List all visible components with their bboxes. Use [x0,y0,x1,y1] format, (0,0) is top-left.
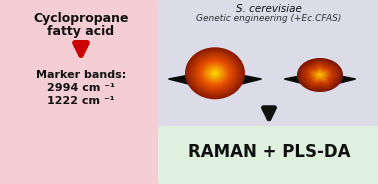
Polygon shape [297,58,343,92]
Polygon shape [299,59,341,90]
Polygon shape [310,67,330,82]
Polygon shape [284,72,356,88]
Text: Cyclopropane: Cyclopropane [33,12,129,25]
Ellipse shape [197,58,233,89]
Ellipse shape [212,71,218,76]
Ellipse shape [204,64,226,83]
Polygon shape [316,72,324,78]
Text: S. cerevisiae: S. cerevisiae [236,4,302,14]
Polygon shape [315,71,325,78]
Ellipse shape [209,68,221,79]
Ellipse shape [210,69,220,78]
Ellipse shape [214,72,216,74]
Ellipse shape [213,72,217,75]
Polygon shape [318,73,322,76]
Ellipse shape [193,54,237,92]
Ellipse shape [203,63,227,84]
Text: 1222 cm ⁻¹: 1222 cm ⁻¹ [47,96,115,106]
Text: 2994 cm ⁻¹: 2994 cm ⁻¹ [47,83,115,93]
Polygon shape [302,61,339,88]
Polygon shape [300,60,340,90]
Polygon shape [311,67,329,82]
Polygon shape [304,62,337,87]
Polygon shape [313,69,327,80]
Polygon shape [309,66,331,83]
Text: fatty acid: fatty acid [47,25,115,38]
Polygon shape [303,61,338,88]
Text: RAMAN + PLS-DA: RAMAN + PLS-DA [188,143,350,161]
Polygon shape [313,70,327,80]
Polygon shape [319,74,321,76]
Ellipse shape [191,52,239,94]
Polygon shape [317,73,323,77]
Ellipse shape [190,52,240,95]
Polygon shape [298,59,342,91]
Polygon shape [306,64,334,85]
Ellipse shape [192,53,238,93]
Ellipse shape [195,56,235,91]
Polygon shape [305,63,335,86]
Ellipse shape [199,59,231,87]
Polygon shape [305,63,336,86]
Polygon shape [314,70,325,79]
Ellipse shape [205,65,225,82]
Polygon shape [308,65,332,84]
Ellipse shape [188,50,242,97]
Ellipse shape [198,59,232,88]
Ellipse shape [186,48,244,98]
Polygon shape [301,60,339,89]
Polygon shape [169,70,262,91]
Text: Genetic engineering (+Ec.CFAS): Genetic engineering (+Ec.CFAS) [196,14,342,23]
Ellipse shape [207,66,223,80]
Ellipse shape [208,67,222,79]
Ellipse shape [211,70,219,77]
FancyBboxPatch shape [158,126,378,184]
Ellipse shape [202,62,228,84]
Ellipse shape [201,61,229,85]
Polygon shape [312,68,328,81]
Ellipse shape [206,66,224,81]
Ellipse shape [194,55,236,91]
FancyBboxPatch shape [158,0,378,134]
Ellipse shape [200,60,230,86]
Text: Marker bands:: Marker bands: [36,70,126,80]
Polygon shape [307,65,333,84]
FancyBboxPatch shape [0,0,163,184]
Ellipse shape [187,49,243,98]
Ellipse shape [189,51,241,96]
Ellipse shape [196,57,234,90]
Ellipse shape [185,47,245,99]
